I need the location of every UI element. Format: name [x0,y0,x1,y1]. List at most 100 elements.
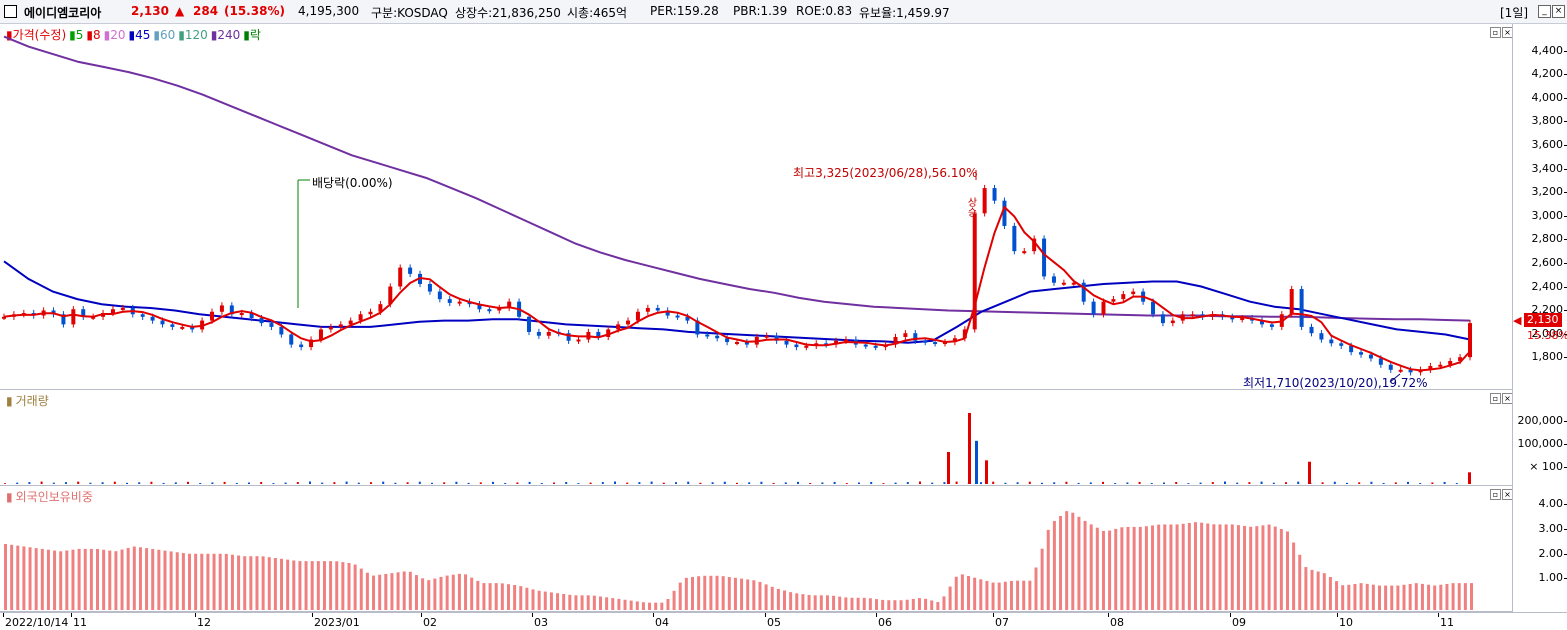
x-tick-label: 12 [197,616,211,629]
volume-bar [223,481,226,484]
candle-body [1309,326,1314,334]
foreign-bar [1003,581,1007,610]
panel-restore-button[interactable]: ▫ [1490,27,1501,38]
foreign-bar [273,558,277,610]
candle-body [110,309,115,314]
x-tick-label: 2023/01 [314,616,360,629]
volume-bar [284,482,287,484]
foreign-bar [519,586,523,610]
period-selector[interactable]: [1일] [1500,6,1529,20]
foreign-bar [359,568,363,610]
foreign-bar [1249,526,1253,610]
legend-item[interactable]: ▮60 [153,28,176,42]
foreign-bar [1193,522,1197,610]
x-tick-label: 09 [1232,616,1246,629]
candle-body [952,338,957,343]
volume-bar [601,482,604,484]
volume-spike-bar [1308,461,1311,484]
foreign-holding-panel[interactable]: ▮ 외국인보유비중 ▫ × [0,486,1513,612]
listed-shares: 상장수:21,836,250 [455,6,561,20]
foreign-bar [1206,523,1210,610]
candle-body [705,334,710,337]
foreign-bar [408,571,412,610]
foreign-bar [1433,585,1437,610]
candle-body [962,329,967,339]
legend-item[interactable]: ▮8 [86,28,101,42]
candle-body [1230,316,1235,320]
volume-bar [687,481,690,484]
y-tick-label: 200,000 [1517,414,1567,427]
volume-bar [77,481,80,484]
foreign-bar [16,545,20,610]
volume-bar [199,482,202,484]
close-button[interactable]: × [1552,5,1565,18]
foreign-bar [22,546,26,610]
candle-body [873,345,878,348]
volume-bar [1028,481,1031,484]
foreign-bar [709,575,713,610]
foreign-bar [427,580,431,610]
foreign-bar [65,550,69,610]
foreign-bar [574,595,578,610]
legend-item[interactable]: ▮락 [243,28,261,42]
foreign-bar [598,596,602,610]
foreign-bar [936,602,940,610]
volume-bar [638,482,641,484]
price-panel[interactable]: ▮가격(수정) ▮5 ▮8 ▮20 ▮45 ▮60 ▮120 ▮240 ▮락 ▫ × [0,24,1513,390]
foreign-bar [770,586,774,610]
stock-name[interactable]: 에이디엠코리아 [24,6,102,20]
foreign-restore-button[interactable]: ▫ [1490,489,1501,500]
candle-body [695,320,700,335]
volume-bar [1443,481,1446,484]
volume-bar [431,482,433,484]
y-tick-label: 100,000 [1517,437,1567,450]
volume-bar [870,481,873,484]
legend-item[interactable]: ▮가격(수정) [6,28,67,42]
x-tick-label: 05 [767,616,781,629]
foreign-bar [703,575,707,610]
foreign-bar [500,583,504,610]
x-tick-label: 04 [655,616,669,629]
foreign-bar [1427,584,1431,610]
foreign-bar [200,553,204,610]
candle-body [536,331,541,336]
candle-body [1408,369,1413,373]
x-tick-label: 07 [995,616,1009,629]
candle-body [378,304,383,312]
candle-body [1428,366,1433,370]
candle-body [1091,301,1096,315]
foreign-bar [126,547,130,610]
candle-body [210,311,215,321]
foreign-bar [1022,580,1026,610]
minimize-button[interactable]: _ [1538,5,1551,18]
foreign-bar [1065,511,1069,610]
foreign-bar [255,556,259,610]
volume-bar [1016,482,1019,484]
foreign-bar [1335,581,1339,610]
volume-restore-button[interactable]: ▫ [1490,393,1501,404]
volume-spike-bar [1468,472,1471,484]
candle-body [1448,360,1453,365]
foreign-bar [53,550,57,610]
foreign-bar [611,598,615,610]
volume-bar [1150,483,1153,484]
volume-bar [1053,482,1056,484]
foreign-bar [1175,524,1179,610]
volume-bar [1224,481,1226,484]
foreign-bar [120,549,124,610]
legend-item[interactable]: ▮240 [210,28,241,42]
select-checkbox[interactable] [4,5,17,18]
foreign-bar [911,598,915,610]
legend-item[interactable]: ▮45 [128,28,151,42]
volume-bar [260,481,263,484]
legend-item[interactable]: ▮20 [103,28,126,42]
volume-panel[interactable]: ▮ 거래량 ▫ × [0,390,1513,486]
foreign-bar [1077,516,1081,610]
volume-bar [723,481,726,484]
x-tick [876,613,877,617]
candle-body [1299,289,1304,327]
legend-item[interactable]: ▮120 [178,28,208,42]
legend-item[interactable]: ▮5 [69,28,84,42]
volume-bar [797,481,799,484]
candle-body [437,291,442,300]
